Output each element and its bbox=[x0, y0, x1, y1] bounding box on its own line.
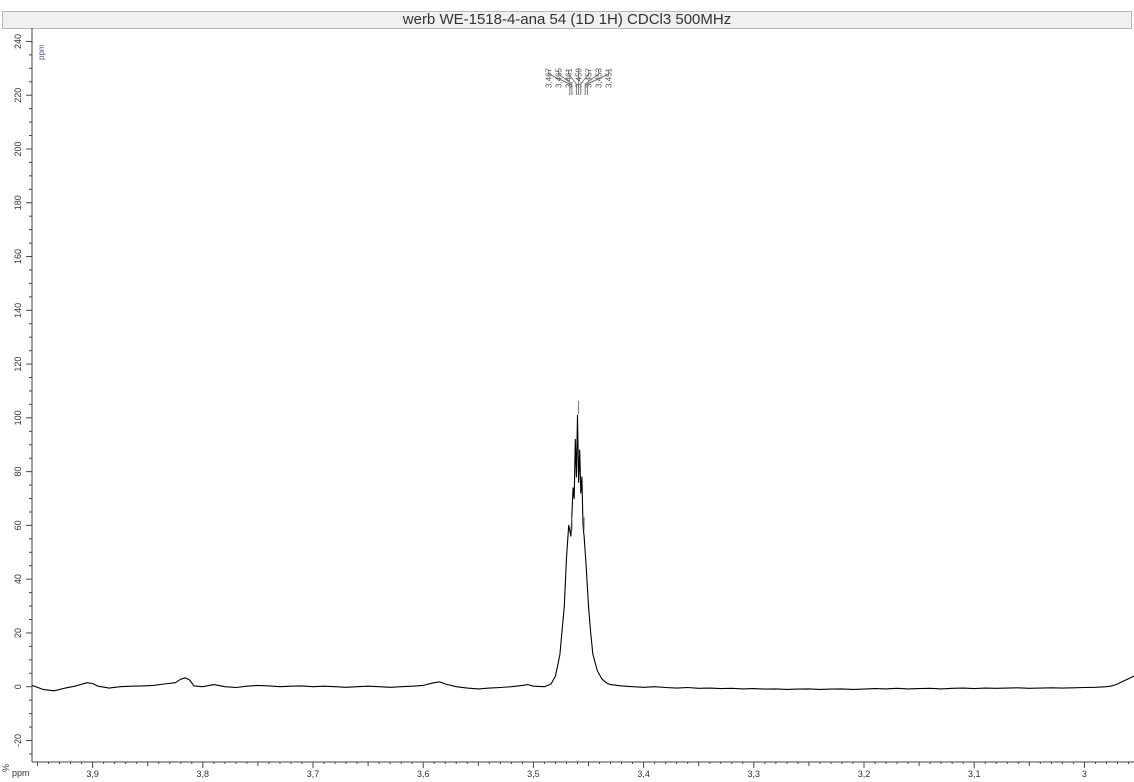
peak-label: 3,453 bbox=[595, 67, 604, 88]
y-tick-label: 120 bbox=[13, 357, 23, 372]
peak-label: 3,465 bbox=[555, 67, 564, 88]
spectrum-trace bbox=[31, 414, 1134, 692]
x-tick-label: 3,7 bbox=[307, 769, 320, 779]
x-tick-label: 3,8 bbox=[197, 769, 210, 779]
peak-label: 3,457 bbox=[585, 67, 594, 88]
x-tick-label: 3 bbox=[1082, 769, 1087, 779]
y-axis-label: % bbox=[1, 764, 11, 772]
x-tick-label: 3,5 bbox=[527, 769, 540, 779]
y-tick-label: 60 bbox=[13, 520, 23, 530]
trace-layer bbox=[31, 414, 1134, 692]
peak-label: 3,451 bbox=[605, 67, 614, 88]
peak-leader-line bbox=[548, 70, 571, 95]
y-tick-label: 200 bbox=[13, 141, 23, 156]
x-tick-label: 3,4 bbox=[637, 769, 650, 779]
y-tick-label: 20 bbox=[13, 628, 23, 638]
peak-leader-line bbox=[568, 70, 577, 95]
peak-leader-line bbox=[586, 70, 610, 95]
peak-label: 3,459 bbox=[575, 67, 584, 88]
chart-title: werb WE-1518-4-ana 54 (1D 1H) CDCl3 500M… bbox=[2, 11, 1132, 29]
x-tick-label: 3,9 bbox=[86, 769, 99, 779]
peak-leader-line bbox=[580, 70, 590, 95]
peak-label: 3,461 bbox=[565, 67, 574, 88]
x-tick-label: 3,2 bbox=[858, 769, 871, 779]
x-tick-label: 3,6 bbox=[417, 769, 430, 779]
y-unit-label: ppm bbox=[37, 44, 46, 60]
peak-leader-line bbox=[584, 70, 600, 95]
y-tick-label: 160 bbox=[13, 249, 23, 264]
peak-label: 3,467 bbox=[545, 67, 554, 88]
y-tick-label: 180 bbox=[13, 195, 23, 210]
x-axis: 3,9 3,8 3,7 3,6 3,5 3,4 3,3 3,2 3,1 3 bbox=[32, 761, 1134, 779]
y-tick-label: 220 bbox=[13, 88, 23, 103]
peak-leader-line bbox=[558, 70, 573, 95]
x-tick-label: 3,1 bbox=[968, 769, 981, 779]
y-tick-label: 0 bbox=[13, 684, 23, 689]
y-axis: -20 0 20 40 60 80 100 120 140 160 180 200 220 240 bbox=[13, 28, 33, 762]
y-tick-label: -20 bbox=[13, 734, 23, 747]
y-tick-label: 140 bbox=[13, 303, 23, 318]
peak-annotations: 3,467 3,465 3,461 3,459 3,457 3,453 3,451 bbox=[545, 67, 614, 530]
y-tick-label: 240 bbox=[13, 34, 23, 49]
x-tick-label: 3,3 bbox=[748, 769, 761, 779]
y-tick-label: 80 bbox=[13, 467, 23, 477]
x-axis-label: ppm bbox=[12, 768, 30, 778]
y-tick-label: 100 bbox=[13, 410, 23, 425]
y-tick-label: 40 bbox=[13, 574, 23, 584]
